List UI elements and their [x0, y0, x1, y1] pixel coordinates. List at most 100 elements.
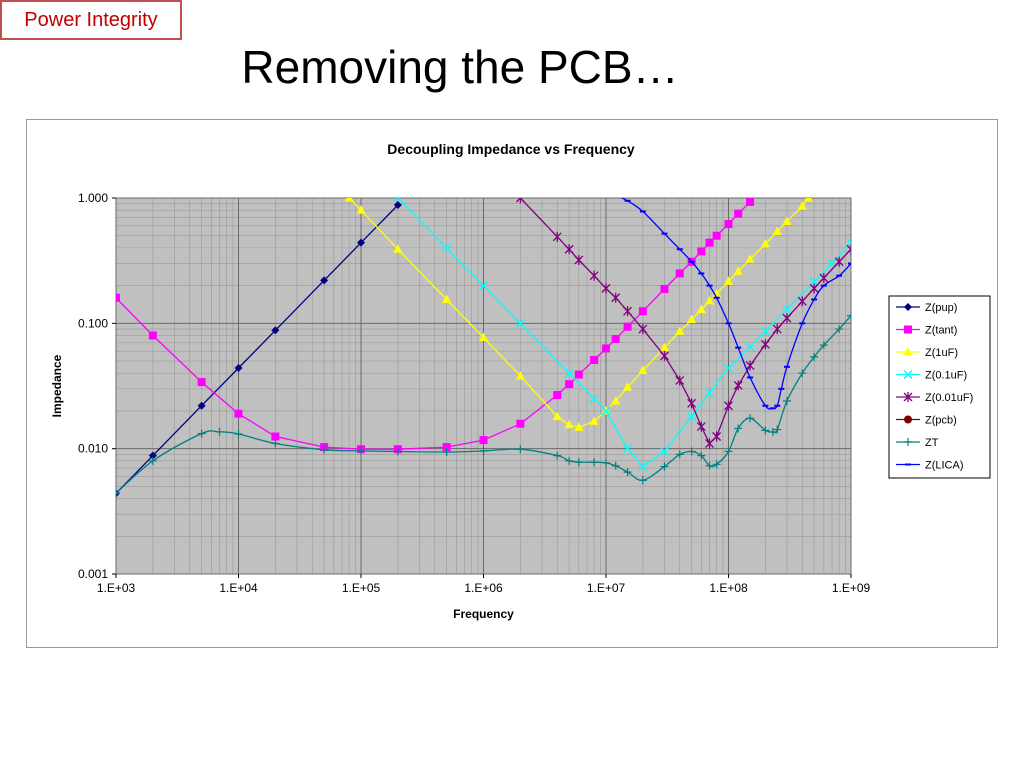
data-point [745, 360, 755, 371]
data-point [638, 307, 647, 316]
x-tick-label: 1.E+07 [587, 581, 626, 595]
data-point [687, 314, 697, 324]
y-tick-label: 0.001 [78, 567, 108, 581]
legend-label: ZT [925, 437, 939, 449]
data-point [356, 205, 366, 214]
legend-marker [903, 392, 913, 402]
legend-marker [903, 347, 913, 356]
data-point [745, 254, 755, 263]
data-point [846, 244, 851, 255]
data-point [565, 456, 574, 465]
data-point [552, 231, 562, 242]
data-point [660, 462, 669, 471]
data-point [772, 226, 782, 236]
data-point [234, 429, 243, 438]
y-tick-label: 0.010 [78, 442, 108, 456]
chart-frame: Decoupling Impedance vs Frequency 1.E+03 1… [26, 119, 998, 648]
data-point [847, 311, 851, 320]
data-point [553, 391, 562, 400]
data-point [819, 341, 828, 350]
data-point [659, 350, 669, 361]
data-point [846, 238, 851, 248]
legend-entry: Z(0.01uF) [896, 392, 973, 404]
data-point [797, 201, 807, 210]
data-point [746, 198, 755, 206]
data-point [271, 326, 280, 335]
data-point [590, 355, 599, 364]
series-line [348, 198, 810, 428]
data-point [623, 468, 632, 477]
legend-marker [904, 438, 912, 446]
data-point [611, 461, 620, 470]
data-point [712, 431, 722, 442]
data-point [393, 200, 402, 209]
data-point [687, 447, 696, 456]
series-zt [116, 311, 851, 498]
data-point [320, 445, 329, 454]
data-point [705, 461, 714, 470]
data-point [234, 409, 243, 418]
data-point [271, 432, 280, 441]
legend-entry: Z(pup) [896, 302, 957, 314]
data-point [761, 426, 770, 435]
data-point [704, 388, 715, 398]
data-point [705, 295, 715, 305]
data-point [712, 288, 722, 298]
data-point [705, 438, 714, 449]
legend-entry: Z(LICA) [896, 460, 964, 472]
x-tick-label: 1.E+06 [464, 581, 503, 595]
series-z-0-01uf [515, 198, 851, 449]
data-point [660, 284, 669, 293]
legend-entry: Z(0.1uF) [896, 370, 967, 382]
data-point [782, 313, 792, 324]
data-point [760, 339, 770, 350]
y-axis-title: Impedance [50, 354, 64, 417]
data-point [442, 443, 451, 452]
data-point [724, 220, 733, 229]
data-point [712, 231, 721, 240]
series-z-1uf [344, 198, 814, 431]
data-point [611, 396, 621, 405]
data-point [659, 342, 669, 352]
legend-marker [904, 303, 912, 311]
data-point [782, 397, 791, 406]
legend-entry: Z(tant) [896, 325, 957, 337]
data-point [479, 332, 488, 342]
data-point [197, 401, 206, 410]
legend-label: Z(pcb) [925, 415, 957, 427]
section-badge: Power Integrity [0, 0, 182, 40]
data-point [734, 424, 743, 433]
legend-entry: ZT [896, 437, 939, 449]
data-point [782, 304, 792, 314]
data-point [804, 198, 814, 202]
data-point [810, 352, 819, 361]
slide-title: Removing the PCB… [241, 41, 679, 93]
series-z-lica [620, 198, 851, 410]
series-z-0-1uf [393, 198, 851, 472]
x-tick-label: 1.E+03 [97, 581, 136, 595]
legend-label: Z(0.1uF) [925, 370, 967, 382]
data-point [602, 458, 610, 467]
x-tick-label: 1.E+08 [709, 581, 748, 595]
data-point [234, 364, 243, 373]
data-point [442, 243, 452, 253]
data-point [724, 447, 733, 456]
data-point [574, 458, 583, 467]
data-point [552, 411, 562, 421]
data-point [611, 292, 621, 303]
data-point [760, 326, 770, 336]
data-point [564, 419, 574, 429]
data-point [760, 238, 770, 248]
data-point [797, 296, 807, 307]
data-point [623, 382, 633, 391]
x-tick-label: 1.E+04 [219, 581, 258, 595]
legend-label: Z(pup) [925, 302, 957, 314]
data-point [659, 446, 669, 456]
data-point [215, 427, 224, 436]
series-z-tant [116, 198, 755, 454]
data-point [697, 247, 706, 256]
data-point [515, 318, 525, 328]
data-point [638, 324, 648, 335]
data-point [773, 425, 782, 434]
data-point [516, 419, 525, 428]
